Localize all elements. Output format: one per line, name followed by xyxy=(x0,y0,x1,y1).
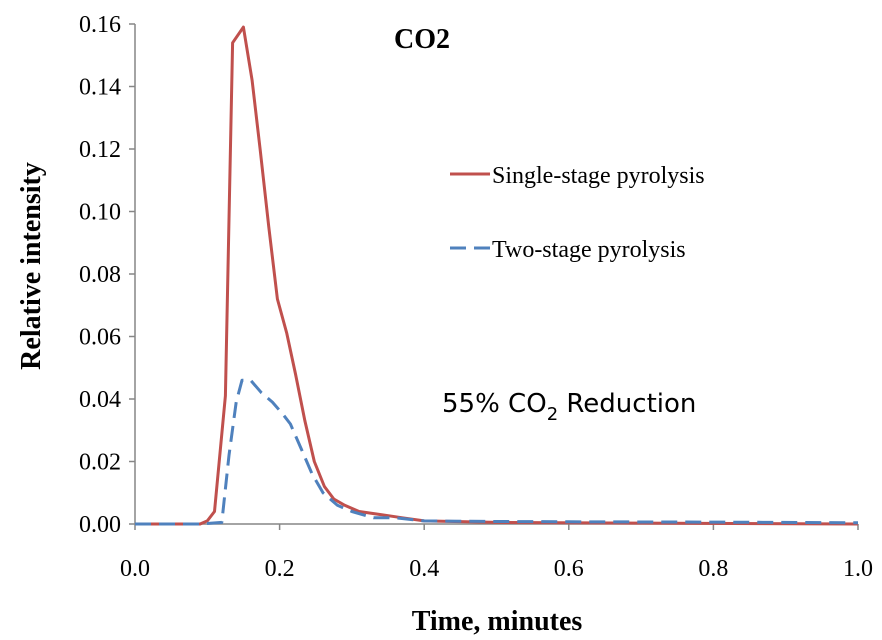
legend: Single-stage pyrolysis Two-stage pyrolys… xyxy=(450,163,705,263)
series-layer xyxy=(135,25,859,526)
x-tick-label: 1.0 xyxy=(843,556,873,582)
legend-label-two-stage: Two-stage pyrolysis xyxy=(492,237,686,263)
y-tick-label: 0.04 xyxy=(79,387,121,413)
annotation-suffix: Reduction xyxy=(558,389,696,419)
y-tick-label: 0.08 xyxy=(79,262,121,288)
y-tick-label: 0.02 xyxy=(79,450,121,476)
series-line-two-stage xyxy=(135,378,859,526)
legend-label-single-stage: Single-stage pyrolysis xyxy=(492,163,705,189)
annotation-prefix: 55% CO xyxy=(442,389,547,419)
annotation-subscript: 2 xyxy=(547,404,558,425)
y-tick-label: 0.06 xyxy=(79,325,121,351)
x-tick-label: 0.8 xyxy=(698,556,728,582)
x-tick-label: 0.2 xyxy=(265,556,295,582)
x-tick-label: 0.6 xyxy=(554,556,584,582)
y-tick-label: 0.10 xyxy=(79,200,121,226)
x-tick-label: 0.4 xyxy=(409,556,439,582)
y-tick-label: 0.16 xyxy=(79,12,121,38)
x-axis-title: Time, minutes xyxy=(412,606,583,637)
axes: 0.00 0.02 0.04 0.06 0.08 0.10 0.12 0.14 0.16 0.0 0… xyxy=(79,12,873,582)
x-tick-label: 0.0 xyxy=(120,556,150,582)
y-axis-title: Relative intensity xyxy=(16,162,47,370)
chart-title: CO2 xyxy=(394,24,450,55)
y-tick-label: 0.00 xyxy=(79,512,121,538)
co2-reduction-annotation: 55% CO2 Reduction xyxy=(442,389,696,425)
y-tick-label: 0.14 xyxy=(79,75,121,101)
y-tick-label: 0.12 xyxy=(79,137,121,163)
